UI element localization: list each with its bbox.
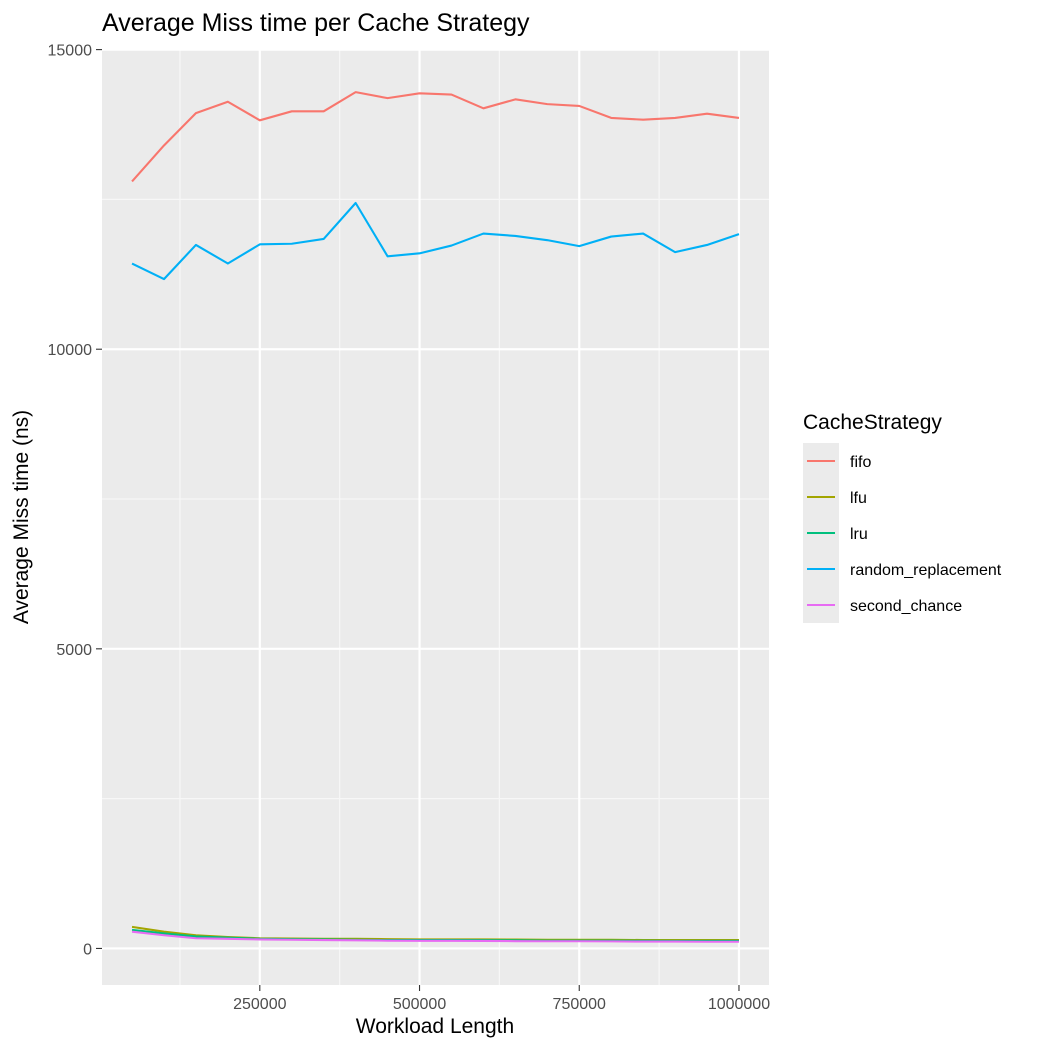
- minor-gridlines: [102, 49, 769, 985]
- series-lines: [131, 91, 740, 943]
- series-line-random_replacement: [131, 201, 740, 281]
- x-axis: 250000 500000 750000 1000000: [233, 985, 770, 1013]
- y-tick-label: 0: [83, 941, 92, 958]
- x-tick-label: 500000: [393, 996, 446, 1013]
- series-line-fifo: [131, 91, 740, 183]
- major-gridlines: [102, 48, 769, 985]
- plot-panel: [102, 49, 769, 985]
- y-axis-title: Average Miss time (ns): [10, 410, 33, 624]
- y-tick-label: 10000: [48, 342, 93, 359]
- y-tick-label: 5000: [56, 642, 92, 659]
- y-axis: 0 5000 10000 15000: [48, 43, 102, 958]
- y-tick-label: 15000: [48, 43, 93, 60]
- x-tick-label: 750000: [553, 996, 606, 1013]
- legend-items: fifo lfu lru random_replacement second_chanc…: [803, 443, 1002, 623]
- x-axis-title: Workload Length: [356, 1015, 514, 1038]
- legend-label-lru: lru: [850, 526, 868, 543]
- legend-label-fifo: fifo: [850, 454, 871, 471]
- legend-title: CacheStrategy: [803, 411, 942, 434]
- x-tick-label: 1000000: [708, 996, 770, 1013]
- chart-title: Average Miss time per Cache Strategy: [102, 9, 530, 37]
- legend-label-second_chance: second_chance: [850, 598, 962, 615]
- x-tick-label: 250000: [233, 996, 286, 1013]
- series-line-second_chance: [131, 930, 739, 943]
- legend: CacheStrategy fifo lfu lru random_replaceme…: [803, 411, 1002, 623]
- legend-label-lfu: lfu: [850, 490, 867, 507]
- legend-label-random_replacement: random_replacement: [850, 562, 1002, 579]
